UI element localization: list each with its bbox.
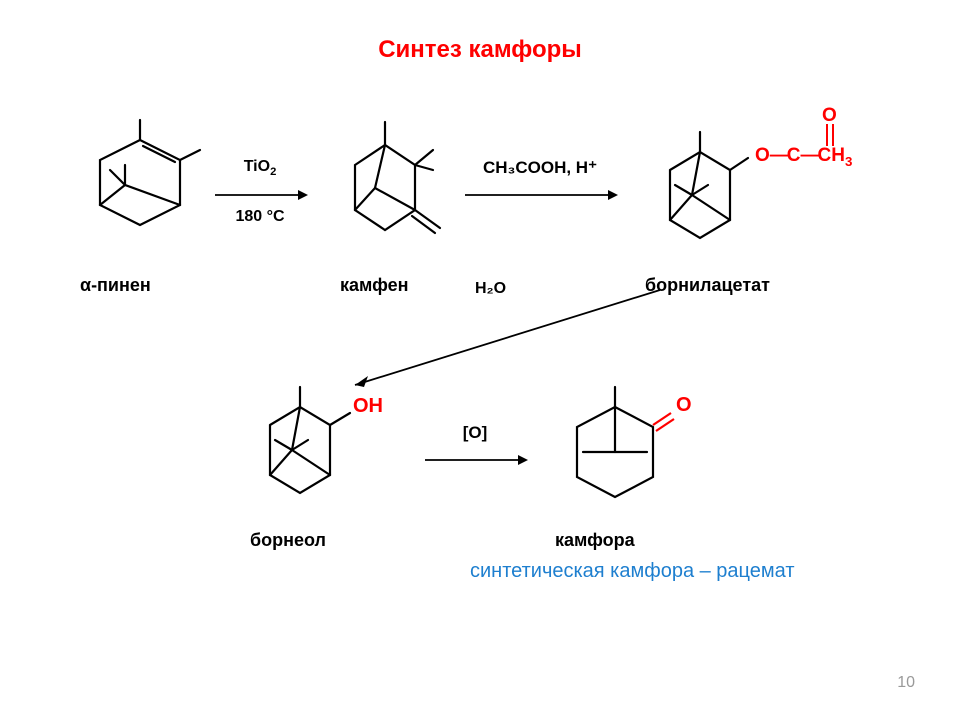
structure-bornylacetate bbox=[630, 130, 770, 270]
page-title: Синтез камфоры bbox=[0, 36, 960, 64]
acetate-dblbond bbox=[820, 122, 840, 148]
arrow-2 bbox=[460, 180, 620, 210]
arrow-1 bbox=[210, 180, 310, 210]
reagent-1-tio: TiO bbox=[244, 158, 270, 175]
arrow-3 bbox=[340, 280, 670, 400]
structure-camphor bbox=[545, 385, 685, 525]
structure-camphene bbox=[315, 110, 455, 260]
label-borneol: борнеол bbox=[250, 530, 326, 551]
reagent-2: CH₃COOH, H⁺ bbox=[465, 158, 615, 178]
note-racemate: синтетическая камфора – рацемат bbox=[470, 560, 795, 583]
label-camphor: камфора bbox=[555, 530, 635, 551]
group-hydroxyl: OH bbox=[353, 395, 383, 418]
reagent-1-bottom: 180 °C bbox=[225, 208, 295, 226]
page-number: 10 bbox=[897, 674, 915, 692]
group-ketone: O bbox=[676, 394, 692, 417]
reagent-4: [O] bbox=[455, 423, 495, 443]
reagent-1-sub: 2 bbox=[270, 166, 276, 178]
label-pinene: α-пинен bbox=[80, 275, 151, 296]
group-acetate-text: O—C—CH3 bbox=[755, 145, 852, 166]
structure-pinene bbox=[70, 110, 210, 260]
group-acetate-line: O—C—CH3 bbox=[755, 145, 852, 169]
structure-borneol bbox=[230, 385, 370, 525]
arrow-4 bbox=[420, 445, 530, 475]
reagent-1-top: TiO2 bbox=[225, 158, 295, 178]
